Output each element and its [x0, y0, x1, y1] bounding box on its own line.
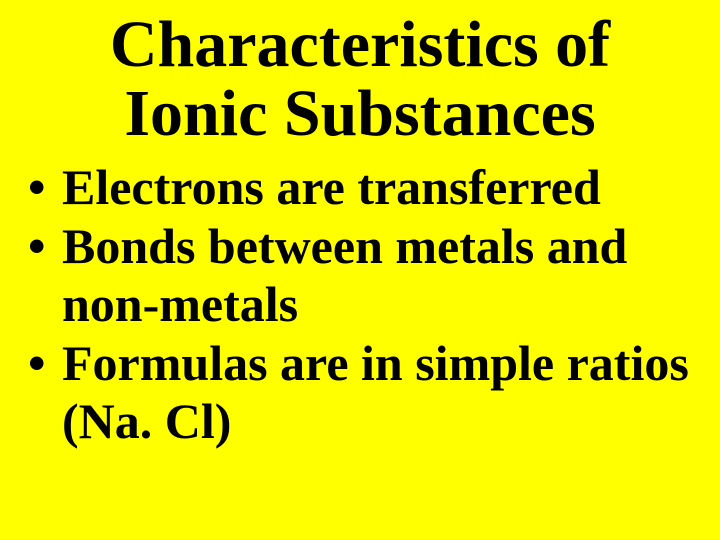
bullet-item: Bonds between metals and non-metals [28, 218, 692, 333]
bullet-item: Electrons are transferred [28, 159, 692, 217]
slide-container: Characteristics of Ionic Substances Elec… [0, 0, 720, 540]
title-line-2: Ionic Substances [124, 77, 595, 150]
title-line-1: Characteristics of [110, 8, 610, 81]
slide-title: Characteristics of Ionic Substances [28, 10, 692, 149]
bullet-item: Formulas are in simple ratios (Na. Cl) [28, 335, 692, 450]
bullet-list: Electrons are transferred Bonds between … [28, 159, 692, 451]
